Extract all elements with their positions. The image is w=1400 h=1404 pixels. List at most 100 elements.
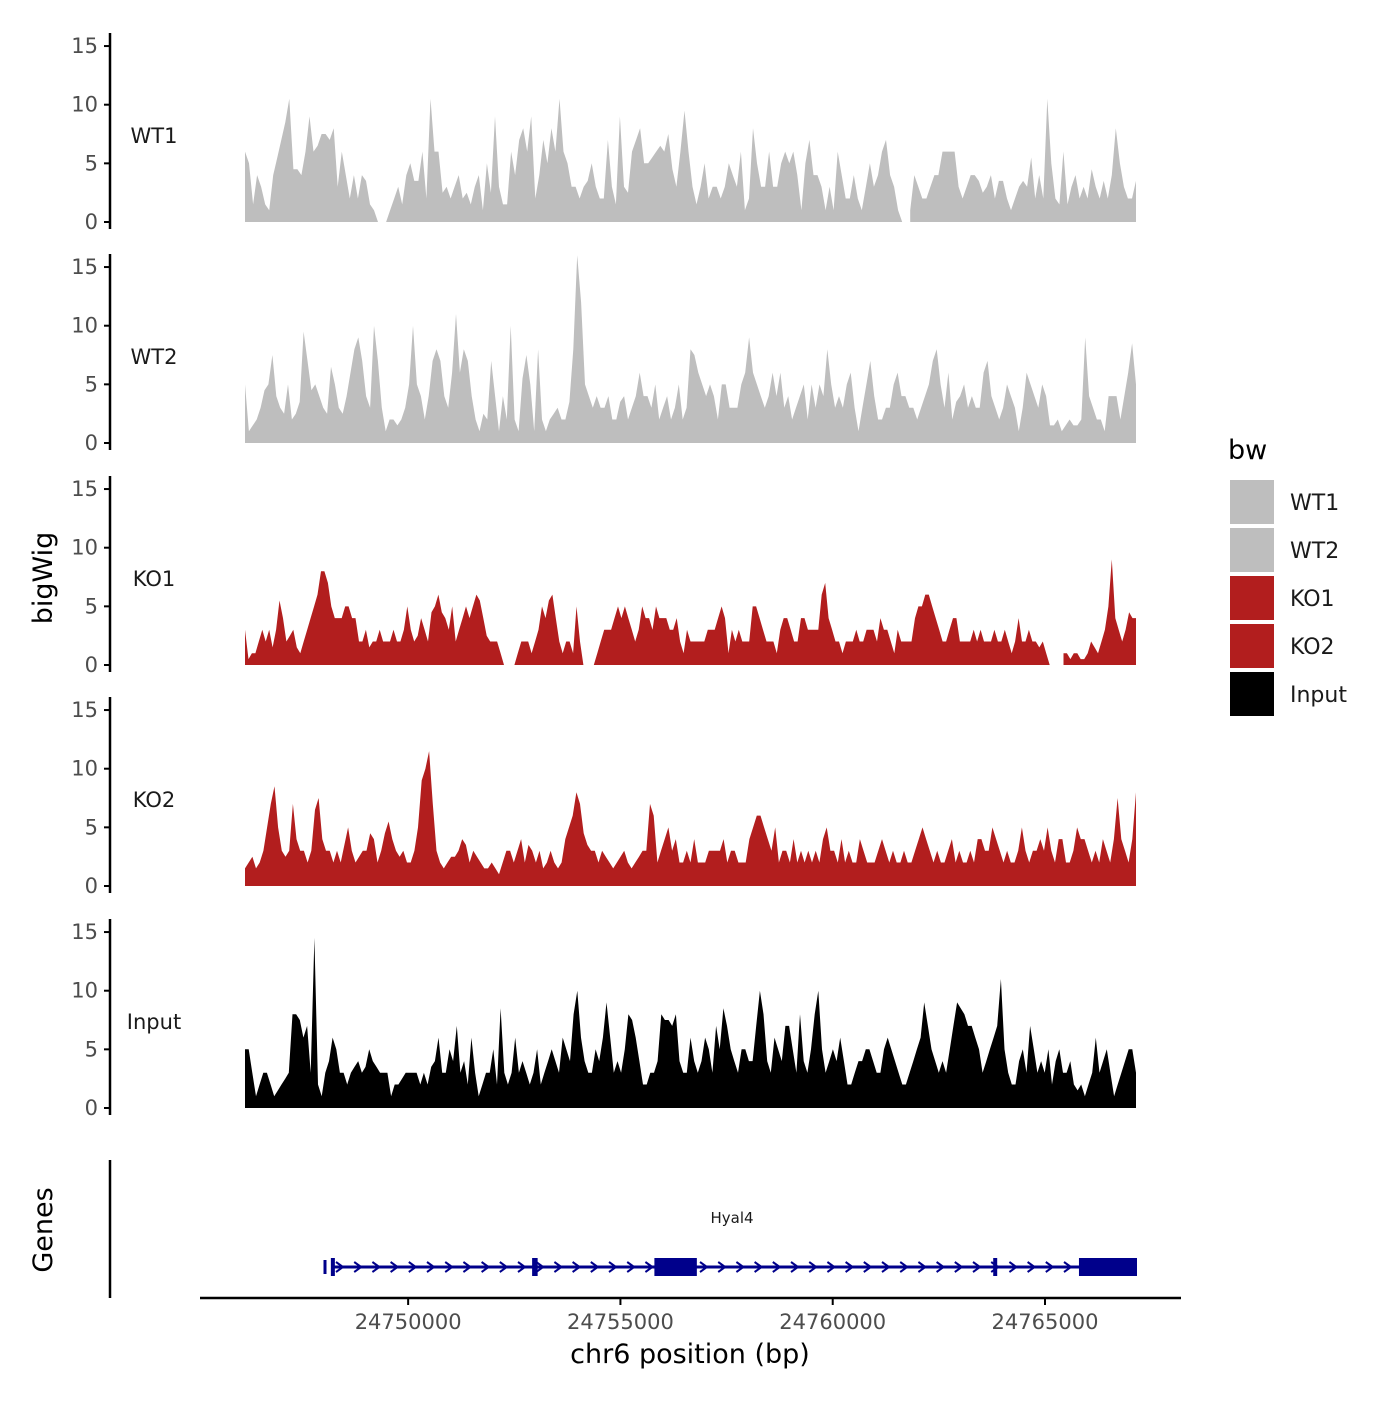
strand-arrow <box>353 1261 363 1273</box>
strand-arrow <box>644 1261 655 1273</box>
strand-arrow <box>590 1261 600 1273</box>
y-tick-label: 15 <box>71 477 98 501</box>
signal-area-ko2 <box>245 751 1136 886</box>
strand-arrow <box>481 1261 491 1273</box>
exon-5 <box>1078 1258 1137 1276</box>
y-tick-label: 5 <box>85 151 98 175</box>
track-wt1: 0 5 10 15 WT1 <box>71 33 1136 234</box>
strand-arrow <box>1027 1261 1037 1273</box>
y-tick-label: 0 <box>85 874 98 898</box>
track-label-ko1: KO1 <box>133 567 176 591</box>
y-tick-label: 0 <box>85 1096 98 1120</box>
gene-panel: Hyal4 <box>108 1160 1137 1298</box>
y-tick-label: 15 <box>71 698 98 722</box>
track-ko1: 0 5 10 15 KO1 <box>71 476 1136 677</box>
legend-swatch-input <box>1230 672 1274 716</box>
y-tick-label: 5 <box>85 594 98 618</box>
strand-arrow <box>462 1261 473 1273</box>
signal-area-wt1 <box>245 98 1136 222</box>
y-tick-label: 10 <box>71 979 98 1003</box>
bigwig-tracks: 0 5 10 15 WT1 0 5 10 15 WT2 0 5 10 15 KO1 0 5 10 15 KO2 0 5 10… <box>71 33 1136 1120</box>
strand-arrow <box>426 1261 436 1273</box>
gene-name-label: Hyal4 <box>710 1209 753 1227</box>
x-tick-label: 24765000 <box>992 1310 1099 1334</box>
y-tick-label: 0 <box>85 431 98 455</box>
strand-arrow <box>608 1261 618 1273</box>
legend-label-ko1: KO1 <box>1290 587 1335 612</box>
strand-arrow <box>845 1261 855 1273</box>
strand-arrow <box>699 1261 709 1273</box>
strand-arrow <box>517 1261 527 1273</box>
strand-arrow <box>335 1261 345 1273</box>
y-tick-label: 15 <box>71 255 98 279</box>
x-tick-label: 24760000 <box>779 1310 886 1334</box>
x-tick-label: 24750000 <box>355 1310 462 1334</box>
strand-arrow <box>881 1261 891 1273</box>
y-tick-label: 5 <box>85 372 98 396</box>
strand-arrow <box>936 1261 946 1273</box>
strand-arrow <box>626 1261 636 1273</box>
strand-arrow <box>1063 1261 1073 1273</box>
signal-area-input <box>245 937 1136 1108</box>
strand-arrow <box>954 1261 964 1273</box>
signal-area-ko1 <box>245 559 1136 665</box>
strand-arrow <box>408 1261 418 1273</box>
x-axis-title: chr6 position (bp) <box>570 1339 810 1370</box>
y-tick-label: 0 <box>85 653 98 677</box>
track-label-wt1: WT1 <box>131 124 178 148</box>
strand-arrow <box>772 1261 782 1273</box>
strand-arrow <box>917 1261 928 1273</box>
legend-label-wt2: WT2 <box>1290 539 1339 564</box>
legend-swatch-wt2 <box>1230 528 1274 572</box>
track-label-wt2: WT2 <box>131 345 178 369</box>
y-tick-label: 10 <box>71 314 98 338</box>
x-axis: 24750000 24755000 24760000 24765000 <box>200 1296 1181 1334</box>
y-tick-label: 10 <box>71 536 98 560</box>
strand-arrow <box>390 1261 400 1273</box>
legend-swatch-ko1 <box>1230 576 1274 620</box>
legend-swatch-ko2 <box>1230 624 1274 668</box>
exon-2 <box>532 1258 538 1276</box>
strand-arrow <box>572 1261 582 1273</box>
x-tick-label: 24755000 <box>567 1310 674 1334</box>
y-axis-title: bigWig <box>28 532 59 625</box>
exon-3 <box>654 1258 697 1276</box>
y-tick-label: 0 <box>85 210 98 234</box>
exon-4 <box>993 1258 998 1276</box>
strand-arrow <box>972 1261 982 1273</box>
track-ko2: 0 5 10 15 KO2 <box>71 697 1136 898</box>
genes-axis-title: Genes <box>28 1187 59 1272</box>
track-label-input: Input <box>127 1010 181 1034</box>
legend: bw WT1 WT2 KO1 KO2 Input <box>1228 435 1347 716</box>
track-label-ko2: KO2 <box>133 788 176 812</box>
strand-arrow <box>808 1261 818 1273</box>
strand-arrow <box>553 1261 564 1273</box>
legend-label-ko2: KO2 <box>1290 635 1335 660</box>
y-tick-label: 10 <box>71 93 98 117</box>
strand-arrow <box>535 1261 545 1273</box>
signal-area-wt2 <box>245 255 1136 443</box>
y-tick-label: 10 <box>71 757 98 781</box>
strand-arrow <box>371 1261 382 1273</box>
y-tick-label: 5 <box>85 815 98 839</box>
y-tick-label: 5 <box>85 1037 98 1061</box>
strand-arrow <box>826 1261 837 1273</box>
strand-arrow <box>863 1261 873 1273</box>
strand-arrow <box>1008 1261 1019 1273</box>
strand-arrow <box>717 1261 727 1273</box>
legend-label-input: Input <box>1290 683 1347 708</box>
strand-arrow <box>1045 1261 1055 1273</box>
legend-swatch-wt1 <box>1230 480 1274 524</box>
legend-title: bw <box>1228 435 1267 466</box>
strand-arrow <box>790 1261 800 1273</box>
strand-arrow <box>735 1261 746 1273</box>
legend-label-wt1: WT1 <box>1290 491 1339 516</box>
strand-arrow <box>754 1261 764 1273</box>
y-tick-label: 15 <box>71 920 98 944</box>
strand-arrow <box>899 1261 909 1273</box>
track-wt2: 0 5 10 15 WT2 <box>71 254 1136 455</box>
strand-arrow <box>444 1261 454 1273</box>
strand-arrow <box>499 1261 509 1273</box>
